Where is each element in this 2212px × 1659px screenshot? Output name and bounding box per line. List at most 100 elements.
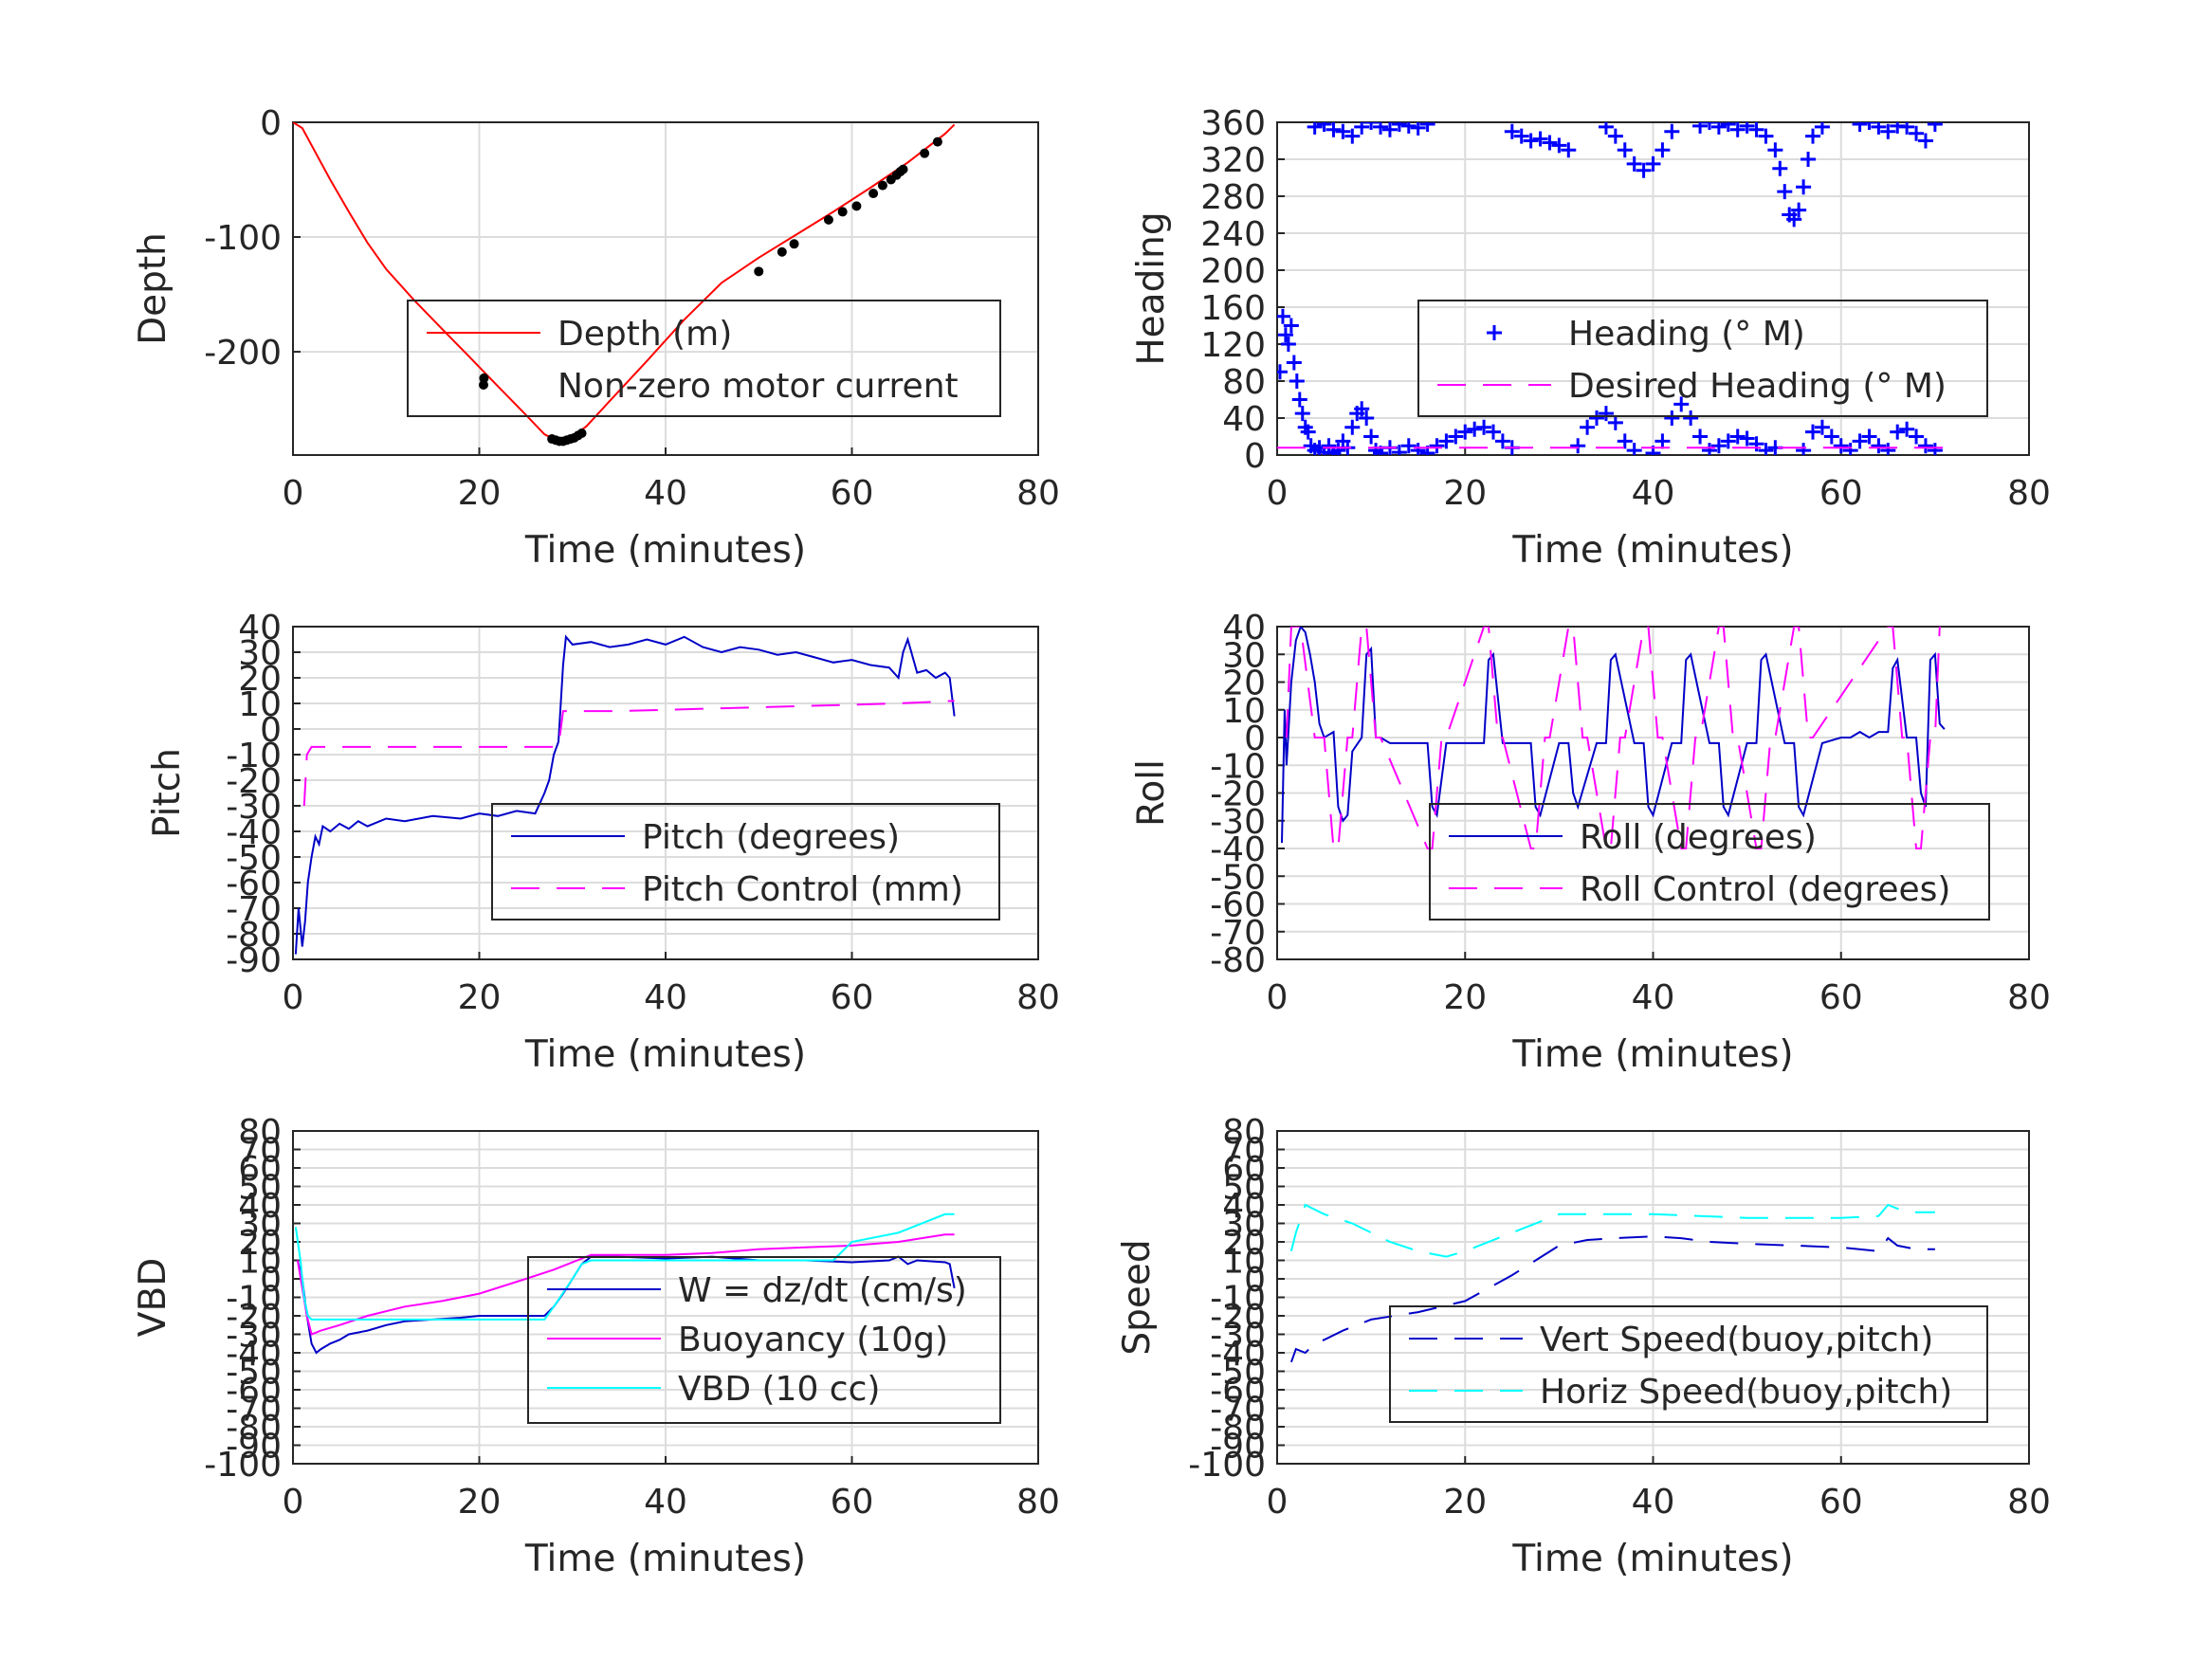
y-tick-label: 40 (238, 1187, 282, 1226)
legend-box (1429, 803, 1990, 921)
data-point (1381, 122, 1398, 137)
data-point (1796, 443, 1812, 455)
legend-swatch (1487, 325, 1502, 340)
y-tick-label: 10 (238, 685, 282, 724)
series-group (294, 1212, 956, 1355)
series-line-1 (296, 1255, 956, 1355)
data-point (1673, 396, 1690, 412)
y-tick-label: -70 (226, 1391, 282, 1430)
y-tick-label: 320 (1200, 141, 1266, 180)
y-tick-label: 280 (1200, 178, 1266, 217)
data-point (479, 373, 489, 383)
data-point (1805, 424, 1821, 440)
data-point (754, 266, 764, 277)
legend: Vert Speed(buoy,pitch) Horiz Speed(buoy,p… (1389, 1305, 1988, 1423)
x-tick-label: 60 (831, 978, 874, 1017)
y-tick-label: -40 (1210, 830, 1266, 869)
y-tick-label: 30 (1222, 1206, 1266, 1245)
y-tick-label: 30 (238, 1206, 282, 1245)
data-point (1280, 337, 1296, 352)
series-line-1 (294, 634, 956, 955)
y-axis-label: Heading (1130, 211, 1173, 365)
y-tick-label: 50 (238, 1169, 282, 1208)
y-tick-label: -10 (226, 1280, 282, 1319)
y-tick-label: 20 (1222, 1224, 1266, 1263)
series-group (1281, 627, 1946, 849)
data-point (1861, 122, 1877, 130)
data-point (1316, 122, 1332, 132)
data-point (1729, 122, 1746, 137)
data-point (1294, 406, 1310, 422)
data-point (1504, 123, 1520, 139)
data-point (1710, 122, 1727, 135)
data-point (1899, 122, 1915, 135)
y-tick-label: 70 (1222, 1132, 1266, 1171)
x-tick-label: 80 (1016, 978, 1060, 1017)
y-tick-label: 0 (1244, 720, 1266, 758)
data-point (1354, 401, 1370, 417)
data-point (1880, 123, 1896, 139)
data-point (1410, 122, 1426, 136)
y-tick-label: -90 (226, 941, 282, 980)
legend-box (1417, 300, 1988, 417)
y-tick-label: -20 (1210, 775, 1266, 814)
data-point (1607, 414, 1623, 430)
x-tick-label: 60 (1819, 978, 1863, 1017)
data-point (1325, 122, 1342, 137)
y-tick-label: 60 (1222, 1150, 1266, 1189)
y-tick-label: 30 (1222, 636, 1266, 675)
x-tick-label: 20 (1443, 1483, 1487, 1522)
legend: Depth (m) Non-zero motor current (407, 300, 1001, 417)
data-point (1805, 128, 1821, 144)
data-point (1400, 122, 1417, 134)
y-tick-label: -20 (226, 1298, 282, 1337)
y-tick-label: 360 (1200, 104, 1266, 143)
y-tick-label: -30 (226, 1317, 282, 1356)
data-point (1561, 142, 1577, 158)
y-tick-label: 40 (1222, 400, 1266, 439)
y-tick-label: -70 (1210, 1391, 1266, 1430)
data-point (1513, 128, 1529, 144)
x-axis-label: Time (minutes) (1511, 1538, 1793, 1580)
data-point (1927, 122, 1943, 132)
y-tick-label: 0 (1244, 437, 1266, 476)
data-point (1476, 419, 1492, 435)
y-tick-label: -60 (226, 1372, 282, 1411)
x-tick-label: 80 (2007, 1483, 2051, 1522)
y-tick-label: -30 (1210, 1317, 1266, 1356)
data-point (1419, 122, 1435, 132)
y-tick-label: -80 (226, 1409, 282, 1448)
y-tick-label: 240 (1200, 215, 1266, 254)
legend-label: Roll Control (degrees) (1580, 870, 1950, 909)
data-point (1448, 428, 1464, 445)
data-point (1494, 433, 1510, 449)
x-tick-label: 20 (1443, 474, 1487, 513)
data-point (1791, 202, 1807, 218)
y-tick-label: 40 (1222, 1187, 1266, 1226)
data-point (1748, 122, 1764, 137)
series-group (1277, 122, 1945, 455)
y-tick-label: -200 (204, 334, 282, 373)
legend-box (527, 1256, 1001, 1424)
y-tick-label: -90 (226, 1428, 282, 1467)
data-point (1617, 433, 1633, 449)
y-tick-label: -20 (1210, 1298, 1266, 1337)
chart-panel-2: 0 20 40 60 8004080120160200240280320360Time … (1130, 104, 2051, 572)
data-point (1307, 122, 1323, 135)
data-point (1344, 419, 1361, 435)
y-axis-label: Depth (132, 232, 174, 345)
data-point (920, 148, 930, 158)
y-axis-label: VBD (132, 1258, 174, 1337)
y-tick-label: -90 (1210, 1428, 1266, 1467)
data-point (823, 214, 833, 225)
data-point (1598, 122, 1614, 135)
legend-label: Heading (° M) (1568, 315, 1805, 354)
y-tick-label: 200 (1200, 252, 1266, 291)
data-point (868, 189, 879, 199)
x-tick-label: 40 (644, 1483, 687, 1522)
y-tick-label: 70 (238, 1132, 282, 1171)
y-tick-label: -10 (1210, 1280, 1266, 1319)
data-point (1842, 443, 1858, 455)
data-point (1626, 443, 1642, 455)
x-tick-label: 0 (1267, 1483, 1289, 1522)
